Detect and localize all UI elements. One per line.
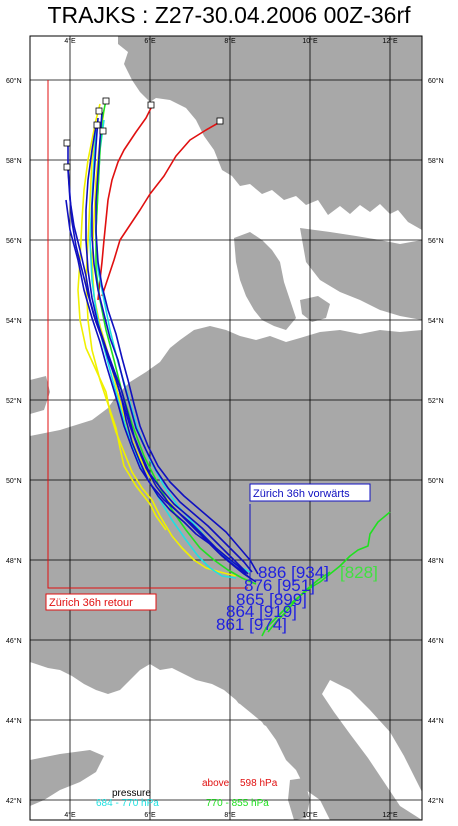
lon-tick-label: 6°E: [144, 811, 156, 819]
lon-tick-label: 12°E: [382, 811, 398, 819]
lon-tick-label: 6°E: [144, 37, 156, 45]
trajectory-blue-2: [67, 167, 257, 583]
endpoint-label: 865 [899]: [236, 590, 307, 609]
forward-label-box: [249, 483, 371, 502]
trajectory-blue-4: [91, 117, 253, 573]
endpoint-pressure: 886: [258, 563, 291, 582]
trajectory-blue-6: [95, 111, 259, 575]
land-sardinia: [288, 778, 310, 820]
legend-green-range: 770 - 855 hPa: [206, 798, 269, 809]
map-title: TRAJKS : Z27-30.04.2006 00Z-36rf: [47, 2, 411, 28]
lat-tick-label: 44°N: [6, 717, 22, 725]
start-marker: [216, 117, 224, 125]
return-label: Zürich 36h retour: [49, 597, 133, 609]
endpoint-max-pressure: [899]: [269, 590, 307, 609]
endpoint-max-pressure: [919]: [259, 602, 297, 621]
start-marker: [102, 97, 110, 105]
legend-above-value: 598 hPa: [240, 778, 278, 789]
endpoint-pressure: 876: [244, 576, 277, 595]
trajectories: [65, 99, 391, 637]
axis-tick-labels: 4°E 4°E 6°E 6°E 8°E 8°E 10°E 10°E 12°E 12°E 60°N 60…: [6, 37, 444, 819]
trajectory-blue-5: [65, 199, 247, 575]
start-marker: [95, 107, 103, 115]
lat-tick-label: 54°N: [6, 317, 22, 325]
lat-tick-label: 42°N: [6, 797, 22, 805]
sea-adriatic: [322, 680, 422, 820]
trajectory-green-2: [261, 511, 391, 637]
lat-tick-label: 60°N: [428, 77, 444, 85]
lon-tick-label: 8°E: [224, 37, 236, 45]
lat-tick-label: 48°N: [428, 557, 444, 565]
start-marker: [147, 101, 155, 109]
lat-tick-label: 52°N: [428, 397, 444, 405]
land-corsica: [292, 736, 308, 772]
lat-tick-label: 42°N: [428, 797, 444, 805]
endpoint-max-pressure: [828]: [340, 563, 378, 582]
lat-tick-label: 56°N: [428, 237, 444, 245]
endpoint-max-pressure: [974]: [249, 615, 287, 634]
lon-tick-label: 4°E: [64, 37, 76, 45]
lat-tick-label: 58°N: [6, 157, 22, 165]
endpoint-max-pressure: [934]: [291, 563, 329, 582]
zurich-return-annotation: Zürich 36h retour: [45, 80, 248, 611]
land-danish-islands: [300, 296, 330, 322]
lon-tick-label: 12°E: [382, 37, 398, 45]
start-marker: [63, 163, 71, 171]
zurich-forward-annotation: Zürich 36h vorwärts: [249, 483, 371, 580]
legend-cyan-range: 684 - 770 hPa: [96, 798, 159, 809]
trajectory-yellow-2: [85, 131, 167, 531]
endpoint-pressure-labels: 886 [934] [828]876 [951]865 [899]864 [919…: [216, 563, 378, 634]
endpoint-pressure: 861: [216, 615, 249, 634]
land-denmark: [234, 232, 296, 330]
trajectory-red-1: [97, 105, 153, 301]
start-marker: [99, 127, 107, 135]
return-label-box: [45, 593, 157, 611]
start-markers: [63, 97, 224, 171]
endpoint-pressure: 865: [236, 590, 269, 609]
lat-tick-label: 46°N: [6, 637, 22, 645]
endpoint-label: 861 [974]: [216, 615, 287, 634]
pressure-legend: pressure above 598 hPa 684 - 770 hPa 770…: [96, 778, 278, 809]
trajectory-green-3: [267, 571, 331, 633]
lat-tick-label: 44°N: [428, 717, 444, 725]
land-spain: [30, 750, 104, 806]
lat-tick-label: 60°N: [6, 77, 22, 85]
legend-title: pressure: [112, 788, 151, 799]
endpoint-label: 864 [919]: [226, 602, 297, 621]
lat-tick-label: 50°N: [428, 477, 444, 485]
land-sweden: [300, 228, 422, 320]
lat-tick-label: 52°N: [6, 397, 22, 405]
endpoint-max-pressure: [951]: [277, 576, 315, 595]
lon-tick-label: 4°E: [64, 811, 76, 819]
map-frame: [29, 35, 423, 821]
lat-tick-label: 58°N: [428, 157, 444, 165]
endpoint-pressure: 864: [226, 602, 259, 621]
land-britain: [30, 376, 50, 414]
sea-ligurian: [30, 684, 312, 820]
endpoint-label: [828]: [340, 563, 378, 582]
lon-tick-label: 8°E: [224, 811, 236, 819]
lat-tick-label: 48°N: [6, 557, 22, 565]
start-marker: [93, 121, 101, 129]
lat-tick-label: 54°N: [428, 317, 444, 325]
lat-tick-label: 56°N: [6, 237, 22, 245]
endpoint-label: 876 [951]: [244, 576, 315, 595]
land-norway: [118, 36, 422, 230]
lat-tick-label: 46°N: [428, 637, 444, 645]
lat-tick-label: 50°N: [6, 477, 22, 485]
trajectory-blue-3: [85, 125, 249, 575]
lon-tick-label: 10°E: [302, 37, 318, 45]
start-marker: [63, 139, 71, 147]
trajectory-cyan-1: [89, 129, 237, 579]
trajectory-red-2: [101, 121, 221, 297]
endpoint-label: 886 [934]: [258, 563, 329, 582]
lon-tick-label: 10°E: [302, 811, 318, 819]
forward-label: Zürich 36h vorwärts: [253, 488, 350, 500]
return-bracket-line: [47, 80, 248, 589]
legend-above-label: above: [202, 778, 230, 789]
